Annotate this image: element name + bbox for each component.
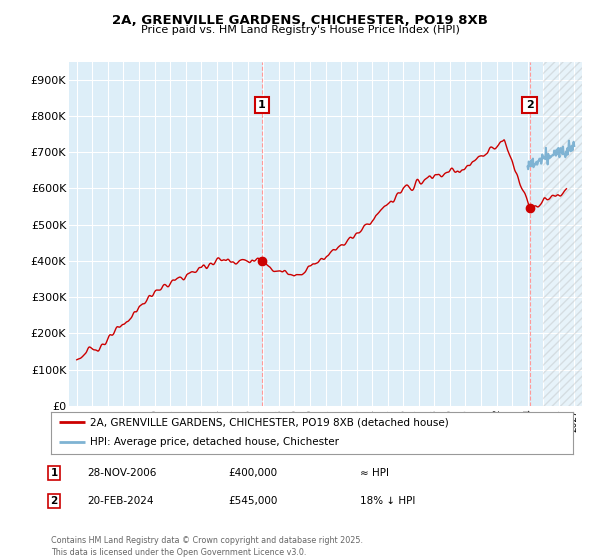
Text: Contains HM Land Registry data © Crown copyright and database right 2025.
This d: Contains HM Land Registry data © Crown c…	[51, 536, 363, 557]
Text: 2A, GRENVILLE GARDENS, CHICHESTER, PO19 8XB (detached house): 2A, GRENVILLE GARDENS, CHICHESTER, PO19 …	[90, 417, 449, 427]
Text: Price paid vs. HM Land Registry's House Price Index (HPI): Price paid vs. HM Land Registry's House …	[140, 25, 460, 35]
Text: 1: 1	[258, 100, 266, 110]
Text: 20-FEB-2024: 20-FEB-2024	[87, 496, 154, 506]
Text: 18% ↓ HPI: 18% ↓ HPI	[360, 496, 415, 506]
Bar	[543, 62, 582, 406]
Text: 1: 1	[50, 468, 58, 478]
Text: £545,000: £545,000	[228, 496, 277, 506]
Text: 2A, GRENVILLE GARDENS, CHICHESTER, PO19 8XB: 2A, GRENVILLE GARDENS, CHICHESTER, PO19 …	[112, 14, 488, 27]
Text: 28-NOV-2006: 28-NOV-2006	[87, 468, 157, 478]
Text: 2: 2	[50, 496, 58, 506]
Text: ≈ HPI: ≈ HPI	[360, 468, 389, 478]
Text: £400,000: £400,000	[228, 468, 277, 478]
Text: HPI: Average price, detached house, Chichester: HPI: Average price, detached house, Chic…	[90, 437, 339, 447]
Text: 2: 2	[526, 100, 533, 110]
